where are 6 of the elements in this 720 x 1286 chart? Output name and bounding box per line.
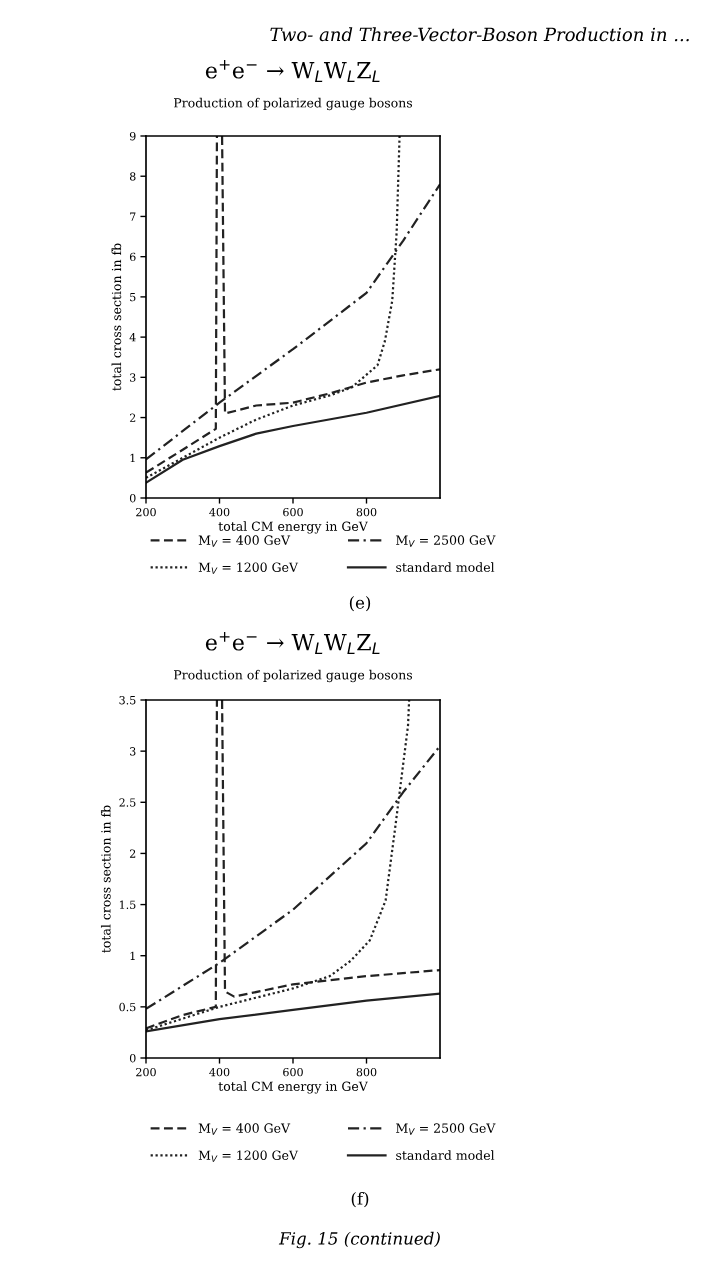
text: (f) xyxy=(351,1191,369,1208)
chart-title: e$^{+}$e$^{−}$ → W$_{L}$W$_{L}$Z$_{L}$ xyxy=(205,60,380,82)
caption: Fig. 15 (continued) xyxy=(278,1231,440,1249)
chart-title: e$^{+}$e$^{−}$ → W$_{L}$W$_{L}$Z$_{L}$ xyxy=(205,632,380,654)
text: (e) xyxy=(349,595,371,612)
text: Two- and Three-Vector-Boson Production in ... xyxy=(270,27,689,42)
